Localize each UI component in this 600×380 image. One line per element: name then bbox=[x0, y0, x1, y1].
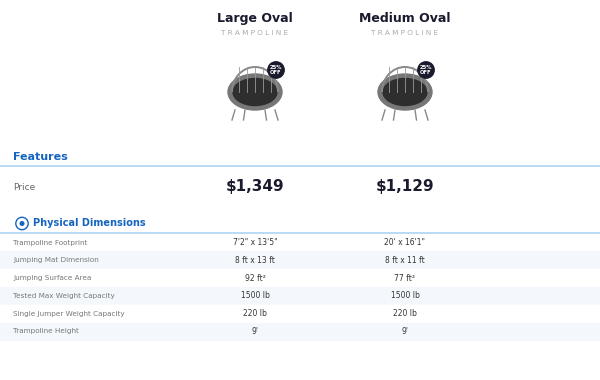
Text: 25%
OFF: 25% OFF bbox=[270, 65, 282, 75]
Text: 25%
OFF: 25% OFF bbox=[420, 65, 432, 75]
Text: 8 ft x 13 ft: 8 ft x 13 ft bbox=[235, 256, 275, 265]
Text: 20' x 16'1": 20' x 16'1" bbox=[385, 238, 425, 247]
Text: 220 lb: 220 lb bbox=[243, 309, 267, 318]
Text: Trampoline Height: Trampoline Height bbox=[13, 328, 79, 334]
Text: 77 ft²: 77 ft² bbox=[395, 274, 415, 283]
Text: 92 ft²: 92 ft² bbox=[245, 274, 265, 283]
Text: T R A M P O L I N E: T R A M P O L I N E bbox=[221, 30, 289, 36]
Text: $1,129: $1,129 bbox=[376, 179, 434, 195]
Text: 220 lb: 220 lb bbox=[393, 309, 417, 318]
Text: 9': 9' bbox=[251, 327, 259, 336]
Text: Price: Price bbox=[13, 182, 35, 192]
FancyBboxPatch shape bbox=[0, 287, 600, 305]
FancyBboxPatch shape bbox=[0, 234, 600, 252]
Text: Single Jumper Weight Capacity: Single Jumper Weight Capacity bbox=[13, 311, 125, 317]
Text: 1500 lb: 1500 lb bbox=[241, 291, 269, 301]
Circle shape bbox=[418, 62, 434, 78]
Text: Jumping Mat Dimension: Jumping Mat Dimension bbox=[13, 257, 99, 263]
Ellipse shape bbox=[233, 79, 277, 106]
Text: 8 ft x 11 ft: 8 ft x 11 ft bbox=[385, 256, 425, 265]
FancyBboxPatch shape bbox=[0, 269, 600, 287]
Text: Trampoline Footprint: Trampoline Footprint bbox=[13, 239, 88, 245]
Text: 9': 9' bbox=[401, 327, 409, 336]
Circle shape bbox=[20, 222, 24, 225]
Ellipse shape bbox=[378, 74, 432, 110]
Text: Jumping Surface Area: Jumping Surface Area bbox=[13, 275, 91, 281]
Text: 7'2" x 13'5": 7'2" x 13'5" bbox=[233, 238, 277, 247]
FancyBboxPatch shape bbox=[0, 252, 600, 269]
Text: Medium Oval: Medium Oval bbox=[359, 12, 451, 25]
Text: Tested Max Weight Capacity: Tested Max Weight Capacity bbox=[13, 293, 115, 299]
Text: Features: Features bbox=[13, 152, 68, 162]
Text: Physical Dimensions: Physical Dimensions bbox=[33, 218, 146, 228]
Ellipse shape bbox=[383, 79, 427, 106]
Ellipse shape bbox=[228, 74, 282, 110]
Text: T R A M P O L I N E: T R A M P O L I N E bbox=[371, 30, 439, 36]
FancyBboxPatch shape bbox=[0, 305, 600, 323]
FancyBboxPatch shape bbox=[0, 323, 600, 340]
Text: Large Oval: Large Oval bbox=[217, 12, 293, 25]
Circle shape bbox=[268, 62, 284, 78]
Text: $1,349: $1,349 bbox=[226, 179, 284, 195]
Text: 1500 lb: 1500 lb bbox=[391, 291, 419, 301]
